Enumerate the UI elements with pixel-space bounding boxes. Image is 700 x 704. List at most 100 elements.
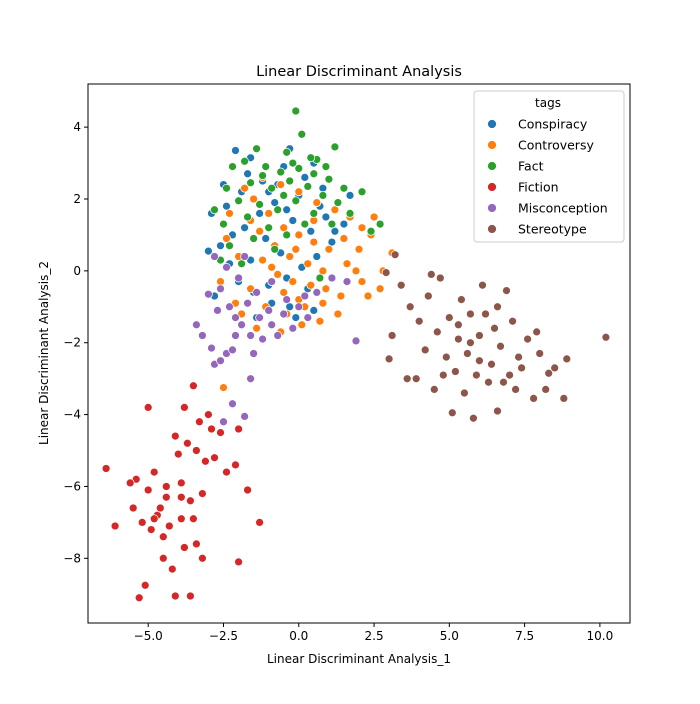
data-point	[158, 553, 168, 563]
data-point	[252, 144, 261, 154]
data-point	[279, 288, 289, 297]
data-point	[324, 244, 334, 254]
data-point	[321, 162, 331, 171]
data-point	[300, 291, 310, 301]
data-point	[330, 226, 340, 236]
y-tick-label: 4	[73, 120, 81, 134]
legend-items: Conspiracy Controversy Fact Fiction Misconce…	[487, 117, 608, 237]
data-point	[210, 205, 219, 215]
data-point	[204, 410, 213, 419]
data-point	[243, 298, 252, 308]
data-point	[478, 280, 487, 290]
data-point	[261, 162, 271, 171]
data-point	[234, 196, 243, 206]
data-point	[225, 241, 234, 251]
data-point	[454, 334, 463, 344]
data-point	[176, 514, 186, 524]
data-point	[487, 359, 496, 369]
data-point	[261, 234, 271, 243]
data-point	[481, 309, 490, 319]
data-point	[222, 234, 231, 243]
data-point	[511, 385, 520, 394]
legend-label: Conspiracy	[518, 117, 588, 132]
data-point	[276, 167, 286, 177]
data-point	[309, 169, 319, 179]
data-point	[282, 147, 292, 157]
data-point	[252, 288, 261, 297]
data-point	[303, 259, 313, 269]
data-point	[228, 345, 237, 355]
data-point	[204, 246, 213, 256]
data-point	[523, 334, 532, 344]
data-point	[288, 158, 298, 168]
legend-marker	[487, 140, 497, 150]
data-point	[414, 316, 424, 326]
legend-label: Stereotype	[518, 222, 587, 237]
legend-marker	[487, 203, 497, 213]
data-point	[411, 374, 421, 384]
data-point	[243, 485, 252, 495]
x-tick-label: 10.0	[587, 629, 614, 643]
data-point	[444, 313, 454, 322]
data-point	[155, 503, 165, 513]
data-point	[312, 252, 322, 261]
data-point	[240, 412, 249, 421]
data-point	[267, 183, 277, 193]
data-point	[384, 354, 394, 364]
data-point	[339, 219, 349, 229]
data-point	[149, 514, 159, 524]
data-point	[143, 485, 153, 495]
legend-marker	[487, 224, 497, 234]
data-point	[228, 399, 237, 409]
x-tick-label: 5.0	[440, 629, 459, 643]
data-point	[189, 381, 198, 391]
data-point	[240, 252, 249, 261]
data-point	[294, 187, 304, 197]
x-tick-label: 0.0	[289, 629, 308, 643]
data-point	[423, 291, 433, 301]
data-point	[505, 370, 514, 380]
data-point	[318, 191, 328, 200]
data-point	[369, 212, 379, 222]
data-point	[258, 255, 267, 265]
data-point	[469, 413, 478, 423]
data-point	[306, 280, 316, 290]
data-point	[222, 262, 231, 272]
series-controversy	[216, 173, 397, 392]
data-point	[282, 230, 292, 240]
legend-marker	[487, 182, 497, 192]
data-point	[176, 492, 186, 502]
data-point	[192, 320, 201, 330]
data-point	[255, 226, 264, 236]
data-point	[285, 302, 295, 312]
data-point	[210, 252, 219, 261]
data-point	[333, 309, 343, 319]
data-point	[429, 385, 439, 394]
data-point	[243, 169, 252, 179]
data-point	[306, 153, 316, 163]
data-point	[258, 171, 267, 180]
data-point	[231, 460, 240, 470]
legend-marker	[487, 161, 497, 171]
data-point	[234, 424, 243, 434]
data-point	[267, 277, 277, 286]
data-point	[357, 223, 367, 233]
data-point	[231, 313, 240, 322]
data-point	[342, 259, 352, 269]
data-point	[255, 518, 264, 527]
data-point	[246, 374, 255, 384]
data-point	[354, 244, 364, 254]
data-point	[246, 331, 255, 340]
data-point	[216, 241, 225, 251]
data-point	[149, 467, 159, 477]
data-point	[195, 417, 204, 427]
legend-marker	[487, 119, 497, 129]
data-point	[288, 277, 298, 286]
data-point	[484, 377, 493, 387]
data-point	[285, 252, 295, 261]
data-point	[499, 377, 508, 387]
data-point	[502, 286, 511, 295]
data-point	[460, 388, 469, 398]
y-tick-label: −4	[63, 408, 81, 422]
